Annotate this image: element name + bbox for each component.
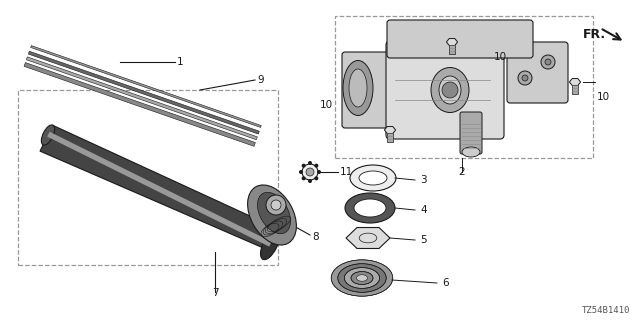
Circle shape: [518, 71, 532, 85]
Circle shape: [308, 179, 312, 183]
Ellipse shape: [344, 268, 380, 288]
Ellipse shape: [257, 192, 291, 234]
FancyBboxPatch shape: [386, 41, 504, 139]
Circle shape: [308, 161, 312, 165]
Circle shape: [541, 55, 555, 69]
Text: 10: 10: [494, 52, 507, 62]
Circle shape: [545, 59, 551, 65]
Polygon shape: [40, 125, 278, 250]
Circle shape: [271, 200, 281, 210]
Text: 10: 10: [320, 100, 333, 110]
Polygon shape: [346, 228, 390, 248]
Text: 5: 5: [420, 235, 427, 245]
Ellipse shape: [350, 165, 396, 191]
Circle shape: [314, 164, 318, 168]
Polygon shape: [26, 57, 257, 140]
Text: 8: 8: [312, 232, 319, 242]
Text: 9: 9: [257, 75, 264, 85]
Polygon shape: [24, 62, 255, 146]
Ellipse shape: [351, 271, 373, 284]
Text: FR.: FR.: [583, 28, 606, 41]
Text: 4: 4: [420, 205, 427, 215]
Ellipse shape: [356, 275, 367, 281]
Bar: [449, 44, 455, 54]
Circle shape: [306, 168, 314, 176]
Polygon shape: [47, 132, 271, 247]
FancyBboxPatch shape: [507, 42, 568, 103]
Ellipse shape: [42, 125, 54, 145]
Circle shape: [302, 164, 318, 180]
FancyBboxPatch shape: [342, 52, 433, 128]
Bar: [572, 84, 578, 94]
Bar: [18, 90, 278, 265]
Polygon shape: [28, 51, 259, 134]
Circle shape: [299, 170, 303, 174]
Circle shape: [522, 75, 528, 81]
Ellipse shape: [359, 171, 387, 185]
Circle shape: [442, 82, 458, 98]
Ellipse shape: [332, 260, 393, 296]
FancyBboxPatch shape: [387, 20, 533, 58]
Ellipse shape: [343, 60, 373, 116]
Ellipse shape: [345, 193, 395, 223]
Polygon shape: [31, 45, 261, 127]
Ellipse shape: [338, 264, 386, 292]
Ellipse shape: [462, 147, 480, 157]
Text: 11: 11: [340, 167, 353, 177]
Ellipse shape: [431, 68, 469, 113]
Circle shape: [301, 164, 306, 168]
Polygon shape: [570, 78, 580, 85]
Text: 7: 7: [212, 288, 218, 298]
Text: TZ54B1410: TZ54B1410: [582, 306, 630, 315]
Ellipse shape: [439, 76, 461, 104]
Ellipse shape: [260, 230, 280, 260]
Circle shape: [301, 176, 306, 180]
Text: 2: 2: [459, 167, 465, 177]
Circle shape: [266, 195, 286, 215]
Ellipse shape: [349, 69, 367, 107]
Circle shape: [317, 170, 321, 174]
Circle shape: [314, 176, 318, 180]
Bar: [335, 16, 593, 158]
Text: 1: 1: [177, 57, 184, 67]
Ellipse shape: [354, 199, 386, 217]
Polygon shape: [447, 38, 458, 45]
Bar: [387, 132, 393, 142]
Polygon shape: [385, 126, 396, 133]
Ellipse shape: [248, 185, 296, 245]
Text: 10: 10: [597, 92, 610, 102]
FancyBboxPatch shape: [460, 112, 482, 154]
Text: 6: 6: [442, 278, 449, 288]
Text: 3: 3: [420, 175, 427, 185]
